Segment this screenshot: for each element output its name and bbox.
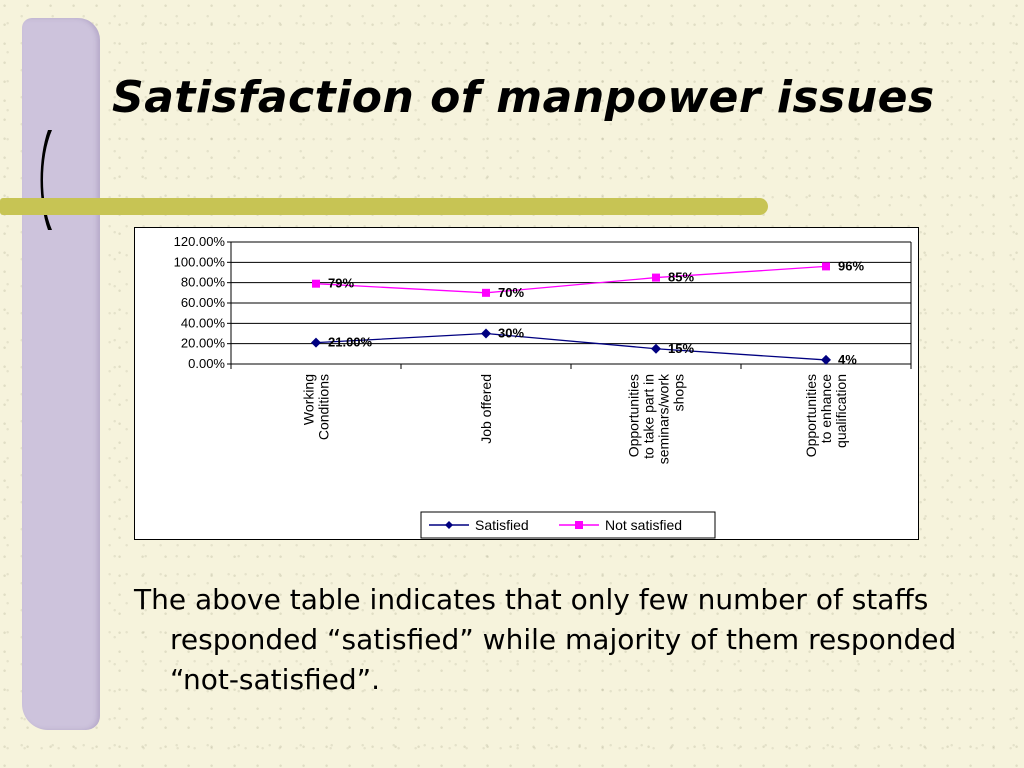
legend-label-satisfied: Satisfied xyxy=(475,517,529,533)
x-category-label: qualification xyxy=(833,374,849,448)
legend-label-not-satisfied: Not satisfied xyxy=(605,517,682,533)
y-tick-label: 0.00% xyxy=(188,356,225,371)
side-decoration-band xyxy=(22,18,100,730)
data-point-satisfied xyxy=(821,354,831,365)
slide-title: Satisfaction of manpower issues xyxy=(112,72,935,123)
x-category-label: Job offered xyxy=(478,374,494,444)
data-label: 30% xyxy=(498,326,524,341)
data-point-not-satisfied xyxy=(652,273,660,282)
data-point-satisfied xyxy=(311,337,321,348)
data-point-not-satisfied xyxy=(312,279,320,288)
chart-container: 0.00% 20.00% 40.00% 60.00% 80.00% 100.00% 120.… xyxy=(134,227,919,540)
slide-body-text: The above table indicates that only few … xyxy=(134,583,957,696)
legend-box xyxy=(420,511,716,539)
y-tick-label: 20.00% xyxy=(181,336,226,351)
data-point-not-satisfied xyxy=(822,262,830,271)
series-line-satisfied xyxy=(315,332,827,361)
x-category-label: Working xyxy=(301,374,317,425)
data-label: 4% xyxy=(838,352,857,367)
data-label: 96% xyxy=(838,258,864,273)
data-label: 85% xyxy=(668,270,694,285)
data-point-not-satisfied xyxy=(482,288,490,297)
data-point-satisfied xyxy=(651,343,661,354)
data-label: 21.00% xyxy=(328,335,373,350)
x-category-label: to take part in xyxy=(641,374,657,459)
data-label: 79% xyxy=(328,276,354,291)
x-category-label: Opportunities xyxy=(803,374,819,457)
series-line-not-satisfied xyxy=(315,265,827,294)
x-category-label: shops xyxy=(671,374,687,411)
x-category-label: Opportunities xyxy=(626,374,642,457)
bracket-ornament-icon xyxy=(40,130,52,230)
data-label: 15% xyxy=(668,341,694,356)
x-category-label: to enhance xyxy=(818,374,834,443)
data-label: 70% xyxy=(498,285,524,300)
title-underline-rule xyxy=(0,198,768,215)
y-tick-label: 40.00% xyxy=(181,315,226,330)
y-tick-label: 120.00% xyxy=(174,234,226,249)
legend-marker-not-satisfied xyxy=(575,521,583,529)
x-category-label: Conditions xyxy=(316,374,332,440)
y-tick-label: 80.00% xyxy=(181,275,226,290)
legend-marker-satisfied xyxy=(445,521,453,529)
y-tick-label: 100.00% xyxy=(174,254,226,269)
data-point-satisfied xyxy=(481,328,491,339)
y-tick-label: 60.00% xyxy=(181,295,226,310)
line-chart: 0.00% 20.00% 40.00% 60.00% 80.00% 100.00% 120.… xyxy=(174,234,912,539)
x-category-label: seminars/work xyxy=(656,373,672,464)
